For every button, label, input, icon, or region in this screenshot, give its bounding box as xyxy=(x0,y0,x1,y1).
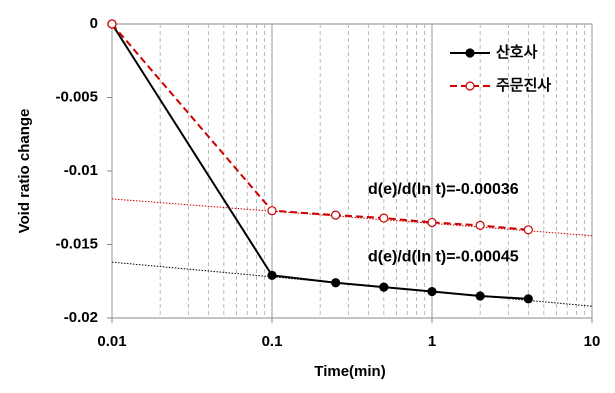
plot-area xyxy=(111,23,593,319)
y-tick-label: -0.005 xyxy=(55,88,98,105)
x-tick-label: 0.01 xyxy=(97,333,126,350)
y-axis-title: Void ratio change xyxy=(16,109,33,234)
y-tick-label: -0.01 xyxy=(64,162,98,179)
grid xyxy=(107,23,593,323)
x-tick-label: 1 xyxy=(428,333,436,350)
point xyxy=(475,220,485,230)
x-tick-label: 0.1 xyxy=(262,333,283,350)
point xyxy=(475,291,485,301)
point xyxy=(379,213,389,223)
point xyxy=(523,225,533,235)
annotation: d(e)/d(ln t)=-0.00045 xyxy=(368,249,519,266)
point xyxy=(107,19,117,29)
y-tick-label: 0 xyxy=(90,15,98,32)
legend-marker xyxy=(465,48,475,58)
trend-line xyxy=(111,198,593,237)
point xyxy=(427,217,437,228)
annotation: d(e)/d(ln t)=-0.00036 xyxy=(368,181,519,198)
y-tick-label: -0.015 xyxy=(55,235,98,252)
plot xyxy=(107,19,593,307)
point xyxy=(267,270,277,280)
point xyxy=(267,206,277,216)
legend-label: 주문진사 xyxy=(496,77,551,94)
legend-marker xyxy=(465,81,475,91)
point xyxy=(331,210,341,220)
point xyxy=(523,294,533,304)
x-tick-label: 10 xyxy=(584,333,601,350)
legend-label: 산호사 xyxy=(496,44,538,61)
point xyxy=(427,286,437,297)
x-axis-title: Time(min) xyxy=(314,363,385,380)
point xyxy=(331,278,341,288)
y-tick-label: -0.02 xyxy=(64,309,98,326)
point xyxy=(379,282,389,292)
